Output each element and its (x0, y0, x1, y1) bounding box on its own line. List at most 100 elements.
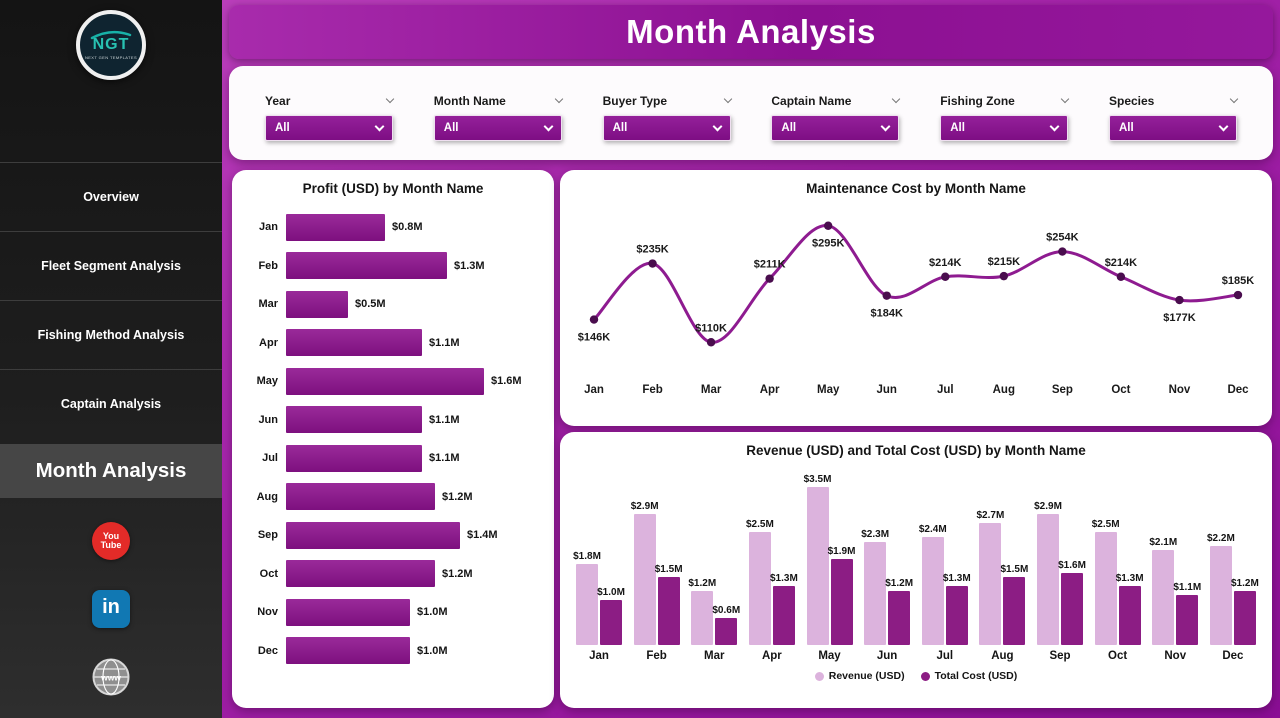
chevron-down-icon[interactable] (385, 94, 395, 104)
profit-row-jan: Jan $0.8M (244, 208, 554, 247)
revenue-chart-card: Revenue (USD) and Total Cost (USD) by Mo… (560, 432, 1272, 708)
profit-bar-may[interactable] (286, 367, 484, 395)
revenue-bar-oct[interactable] (1094, 532, 1117, 645)
y-axis-label: Jun (258, 413, 278, 426)
website-globe-icon[interactable]: www (92, 658, 130, 696)
chevron-down-icon[interactable] (1060, 94, 1070, 104)
bar-group-jul: $2.4M $1.3M Jul (919, 524, 971, 662)
globe-graphic: www (92, 658, 130, 696)
profit-bar-jun[interactable] (286, 406, 422, 434)
data-label: $2.5M (745, 519, 774, 530)
cost-bar-aug[interactable] (1003, 577, 1026, 645)
revenue-bar-aug[interactable] (979, 523, 1002, 645)
sidebar-item-overview[interactable]: Overview (0, 162, 222, 231)
data-point-sep[interactable] (1058, 247, 1067, 256)
filter-header: Captain Name (771, 94, 901, 108)
profit-row-oct: Oct $1.2M (244, 555, 554, 594)
data-point-jan[interactable] (589, 315, 599, 324)
filter-bar: Year All Month Name All Buyer Type All Captain… (229, 66, 1273, 160)
filter-dropdown-year[interactable]: All (265, 114, 393, 141)
cost-bar-feb[interactable] (657, 577, 680, 645)
chevron-down-icon (1049, 121, 1060, 131)
legend-item-revenue-usd-[interactable]: Revenue (USD) (814, 670, 905, 682)
profit-bar-chart: Jan $0.8M Feb $1.3M Mar $0.5M Apr $1.1M May $1.6M… (232, 208, 554, 670)
revenue-bar-nov[interactable] (1152, 550, 1175, 645)
data-point-jun[interactable] (882, 291, 891, 300)
filter-label: Year (265, 93, 291, 108)
profit-bar-jul[interactable] (286, 444, 422, 472)
youtube-icon[interactable]: You Tube (92, 522, 130, 560)
profit-bar-apr[interactable] (286, 329, 422, 357)
revenue-bar-jan[interactable] (576, 564, 598, 645)
data-point-apr[interactable] (765, 274, 774, 283)
data-point-feb[interactable] (648, 259, 657, 268)
x-axis-label: Jun (876, 650, 898, 662)
data-label: $1.3M (769, 573, 798, 584)
revenue-bar-feb[interactable] (633, 514, 656, 645)
cost-bar-dec[interactable] (1233, 591, 1256, 645)
linkedin-icon[interactable]: in (92, 590, 130, 628)
filter-header: Buyer Type (603, 94, 732, 108)
profit-bar-feb[interactable] (286, 252, 447, 280)
revenue-bar-jun[interactable] (864, 542, 887, 645)
cost-bar-mar[interactable] (715, 618, 738, 645)
cost-bar-may[interactable] (830, 559, 853, 645)
chevron-down-icon (543, 121, 554, 131)
bar-group-sep: $2.9M $1.6M Sep (1034, 501, 1086, 662)
revenue-bar-apr[interactable] (748, 532, 771, 645)
profit-bar-oct[interactable] (286, 560, 435, 588)
data-label: $110K (695, 322, 727, 334)
profit-row-mar: Mar $0.5M (244, 285, 554, 324)
x-axis-label: Nov (1164, 650, 1187, 662)
profit-bar-dec[interactable] (286, 637, 410, 665)
y-axis-label: Apr (259, 336, 278, 349)
filter-label: Month Name (433, 93, 506, 108)
data-point-aug[interactable] (999, 271, 1009, 281)
x-axis-label: Jul (937, 384, 954, 396)
sidebar-item-captain-analysis[interactable]: Captain Analysis (0, 369, 222, 438)
cost-bar-sep[interactable] (1061, 573, 1083, 645)
data-label: $0.5M (355, 298, 386, 311)
data-point-jul[interactable] (941, 272, 950, 281)
cost-bar-oct[interactable] (1118, 586, 1141, 645)
revenue-bar-mar[interactable] (691, 591, 714, 645)
cost-bar-jan[interactable] (600, 600, 622, 645)
profit-row-jun: Jun $1.1M (244, 401, 554, 440)
chevron-down-icon[interactable] (554, 94, 564, 104)
filter-dropdown-species[interactable]: All (1108, 114, 1237, 141)
profit-bar-nov[interactable] (286, 598, 410, 626)
cost-bar-jun[interactable] (888, 591, 911, 645)
cost-bar-jul[interactable] (945, 586, 968, 645)
data-point-mar[interactable] (706, 338, 716, 347)
data-point-may[interactable] (823, 221, 833, 230)
filter-dropdown-buyer-type[interactable]: All (602, 114, 731, 141)
revenue-bar-may[interactable] (806, 487, 829, 645)
sidebar-item-fleet-segment-analysis[interactable]: Fleet Segment Analysis (0, 231, 222, 300)
data-point-dec[interactable] (1233, 290, 1243, 300)
revenue-bar-dec[interactable] (1209, 546, 1232, 645)
data-point-oct[interactable] (1116, 272, 1126, 281)
profit-bar-mar[interactable] (286, 290, 348, 318)
revenue-bar-jul[interactable] (921, 537, 944, 645)
sidebar-item-fishing-method-analysis[interactable]: Fishing Method Analysis (0, 300, 222, 369)
sidebar-item-month-analysis[interactable]: Month Analysis (0, 444, 222, 498)
filter-header: Year (265, 93, 395, 108)
chevron-down-icon[interactable] (892, 94, 901, 104)
legend-item-total-cost-usd-[interactable]: Total Cost (USD) (920, 670, 1017, 682)
revenue-bar-sep[interactable] (1037, 514, 1059, 645)
profit-bar-aug[interactable] (286, 483, 435, 511)
chevron-down-icon[interactable] (1229, 94, 1239, 104)
filter-dropdown-month-name[interactable]: All (433, 114, 562, 141)
filter-selected-value: All (950, 121, 965, 134)
x-axis-label: Apr (760, 384, 780, 396)
profit-bar-jan[interactable] (286, 213, 385, 241)
data-point-nov[interactable] (1175, 295, 1184, 305)
profit-row-aug: Aug $1.2M (244, 478, 554, 517)
filter-dropdown-captain-name[interactable]: All (771, 114, 900, 141)
profit-bar-sep[interactable] (286, 521, 460, 549)
cost-bar-nov[interactable] (1176, 595, 1199, 645)
cost-bar-apr[interactable] (772, 586, 795, 645)
filter-dropdown-fishing-zone[interactable]: All (940, 114, 1069, 141)
data-label: $1.5M (654, 564, 683, 575)
chevron-down-icon[interactable] (723, 94, 732, 104)
